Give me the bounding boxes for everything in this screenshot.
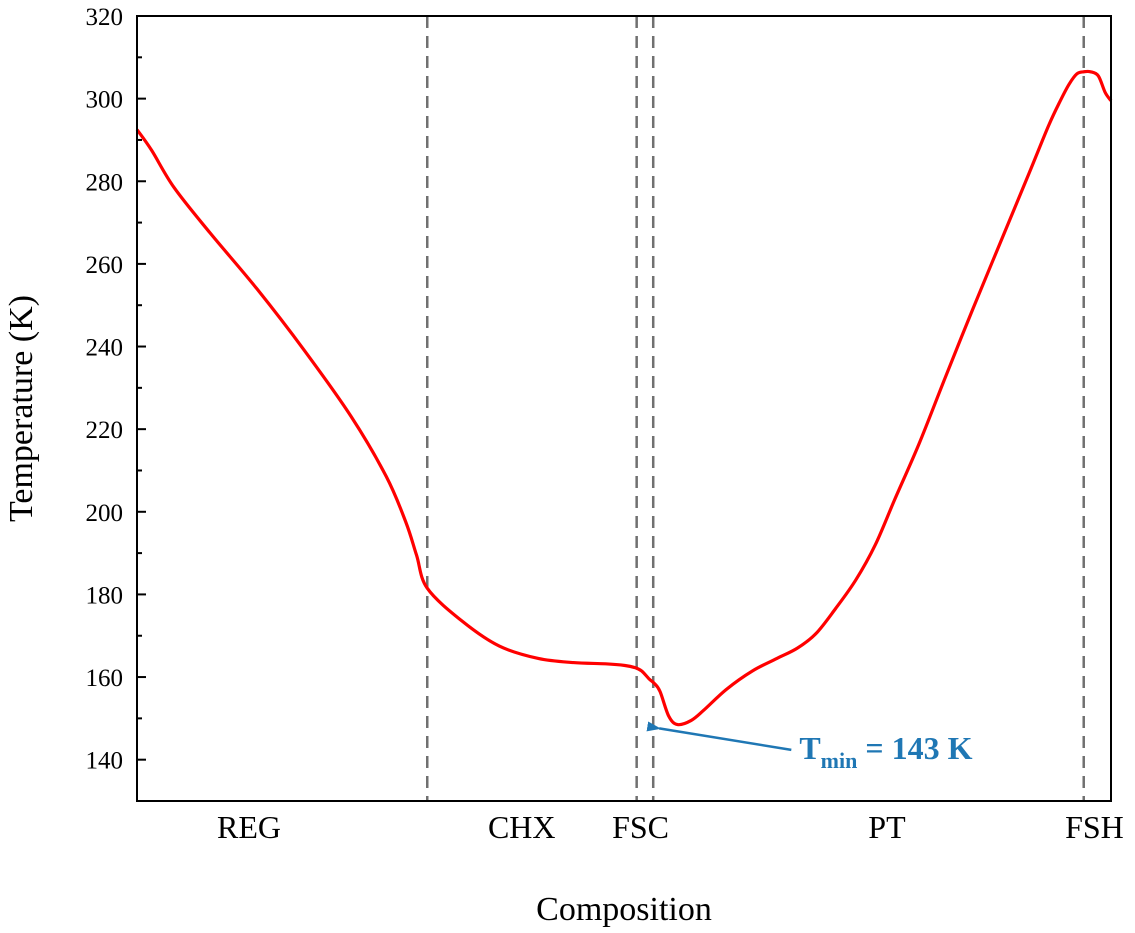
- region-label-reg: REG: [217, 809, 281, 845]
- y-tick-label: 300: [86, 87, 124, 114]
- y-axis-title: Temperature (K): [3, 295, 40, 522]
- y-tick-label: 220: [86, 417, 124, 444]
- y-tick-label: 320: [86, 4, 124, 31]
- y-tick-label: 180: [86, 582, 124, 609]
- region-boundaries: [426, 16, 1085, 801]
- y-tick-label: 280: [86, 169, 124, 196]
- y-tick-label: 140: [86, 748, 124, 775]
- region-label-fsh: FSH: [1065, 809, 1124, 845]
- temperature-curve-layer: [135, 69, 1113, 727]
- region-label-chx: CHX: [488, 809, 556, 845]
- x-axis-title: Composition: [536, 891, 712, 928]
- y-axis: 140 160 180 200 220 240 260 280 300 320: [86, 4, 146, 802]
- y-tick-label: 160: [86, 665, 124, 692]
- temperature-curve: [135, 69, 1113, 727]
- region-labels: REG CHX FSC PT FSH: [217, 809, 1124, 845]
- y-tick-label: 260: [86, 252, 124, 279]
- t-min-value: = 143 K: [857, 730, 972, 766]
- region-label-pt: PT: [868, 809, 906, 845]
- t-min-annotation: Tmin = 143 K: [646, 721, 973, 773]
- region-label-fsc: FSC: [612, 809, 669, 845]
- plot-frame: [136, 15, 1112, 802]
- t-min-label: Tmin = 143 K: [799, 730, 972, 773]
- annotation-arrow: [646, 721, 792, 752]
- y-tick-label: 200: [86, 500, 124, 527]
- t-min-subscript: min: [821, 748, 858, 773]
- y-tick-label: 240: [86, 335, 124, 362]
- t-min-symbol: T: [799, 730, 820, 766]
